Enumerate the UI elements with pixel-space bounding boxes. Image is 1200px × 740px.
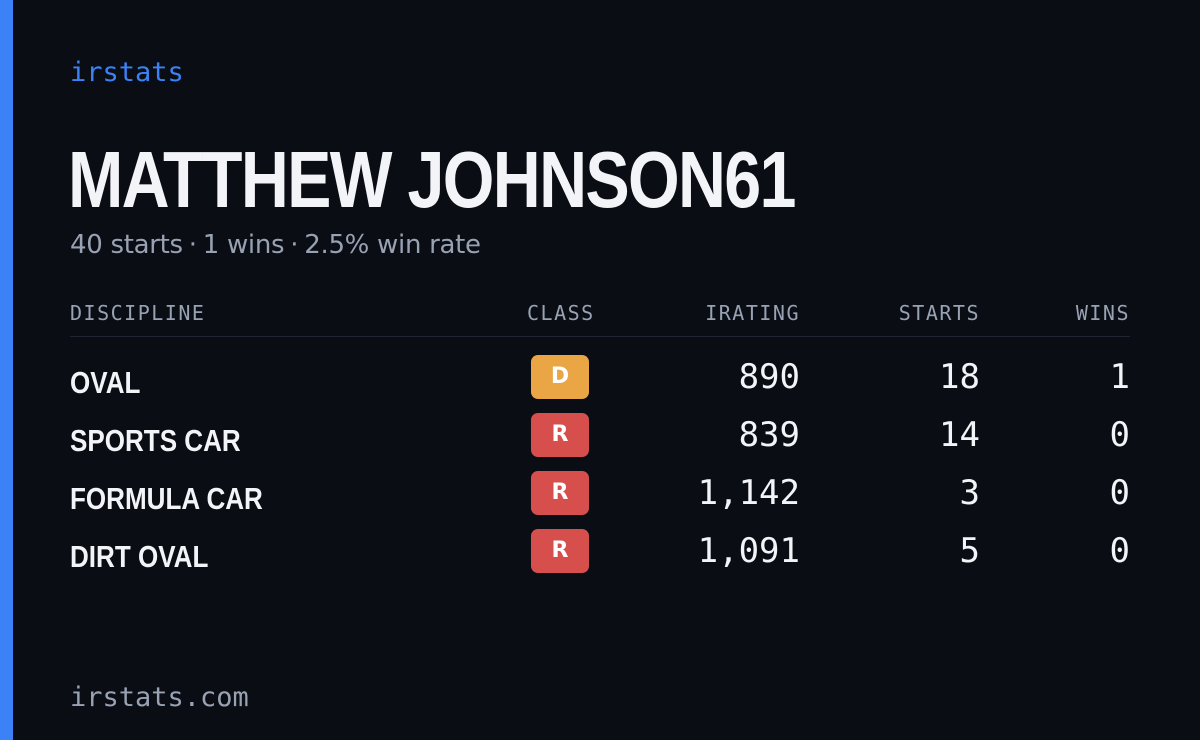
header-discipline: DISCIPLINE (70, 301, 206, 325)
starts-value: 14 (939, 415, 980, 455)
summary-wins: 1 wins (202, 230, 285, 260)
table-row: SPORTS CAR R 839 14 0 (70, 411, 1130, 469)
accent-bar (0, 0, 13, 740)
discipline-stats-table: DISCIPLINE CLASS IRATING STARTS WINS OVA… (70, 296, 1130, 585)
brand-logo-text: irstats (70, 57, 184, 88)
wins-value: 0 (1109, 531, 1130, 571)
wins-value: 0 (1109, 415, 1130, 455)
irating-value: 890 (738, 357, 800, 397)
table-row: FORMULA CAR R 1,142 3 0 (70, 469, 1130, 527)
table-body: OVAL D 890 18 1 SPORTS CAR R 839 14 0 FO… (70, 353, 1130, 585)
table-row: DIRT OVAL R 1,091 5 0 (70, 527, 1130, 585)
discipline-name: DIRT OVAL (70, 539, 209, 574)
footer-domain: irstats.com (70, 682, 249, 713)
class-badge: R (531, 413, 589, 457)
starts-value: 5 (959, 531, 980, 571)
wins-value: 0 (1109, 473, 1130, 513)
table-header: DISCIPLINE CLASS IRATING STARTS WINS (70, 296, 1130, 337)
irating-value: 1,091 (697, 531, 800, 571)
discipline-name: SPORTS CAR (70, 423, 241, 458)
starts-value: 3 (959, 473, 980, 513)
starts-value: 18 (939, 357, 980, 397)
driver-summary: 40 starts · 1 wins · 2.5% win rate (70, 228, 481, 262)
irating-value: 839 (738, 415, 800, 455)
header-class: CLASS (527, 301, 595, 325)
discipline-name: FORMULA CAR (70, 481, 263, 516)
irating-value: 1,142 (697, 473, 800, 513)
class-badge: R (531, 529, 589, 573)
class-badge: D (531, 355, 589, 399)
header-irating: IRATING (705, 301, 800, 325)
class-badge: R (531, 471, 589, 515)
discipline-name: OVAL (70, 365, 141, 400)
header-starts: STARTS (898, 301, 980, 325)
driver-name: MATTHEW JOHNSON61 (68, 135, 796, 224)
summary-separator: · (290, 230, 299, 260)
summary-separator: · (188, 230, 197, 260)
summary-win-rate: 2.5% win rate (304, 230, 481, 260)
table-row: OVAL D 890 18 1 (70, 353, 1130, 411)
summary-starts: 40 starts (70, 230, 183, 260)
header-wins: WINS (1075, 301, 1130, 325)
wins-value: 1 (1109, 357, 1130, 397)
